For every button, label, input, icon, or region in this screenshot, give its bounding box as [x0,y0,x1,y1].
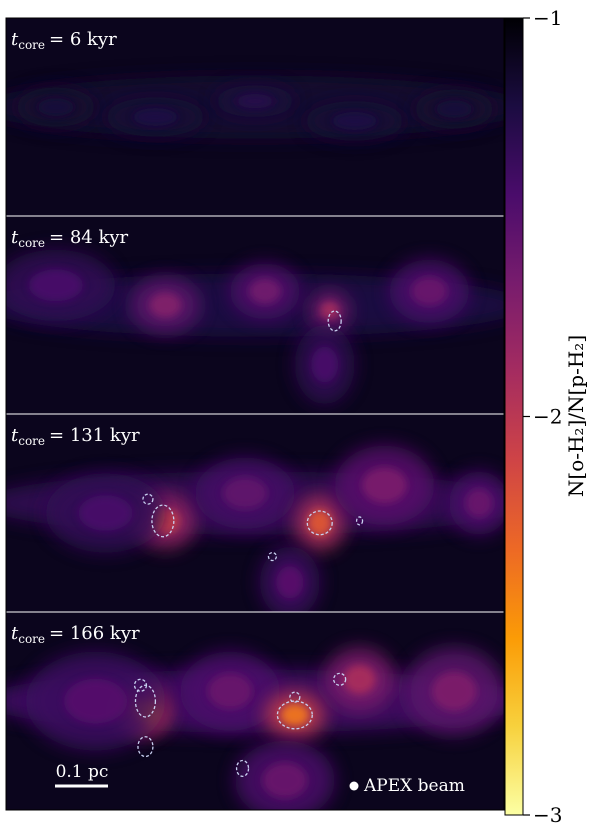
time-symbol: t [11,29,19,50]
emission-core [311,346,339,383]
colorbar-label: N[o-H₂]/N[p-H₂] [564,335,588,497]
emission-core [276,566,304,599]
density-contour [134,684,157,718]
time-subscript: core [18,38,45,52]
emission-core [431,671,477,711]
emission-core [262,762,308,799]
apex-beam-dot [349,781,359,791]
density-contour [142,493,154,505]
panel-time-value: = 84 kyr [49,227,129,248]
panel-time-label: tcore = 6 kyr [11,29,117,52]
colorbar: −1 −2 −3 N[o-H₂]/N[p-H₂] [504,6,588,827]
emission-core [362,467,407,504]
time-subscript: core [18,434,45,448]
emission-core [207,673,253,710]
emission-core [411,276,448,306]
emission-core [78,495,133,531]
panel-time-value: = 166 kyr [49,623,140,644]
emission-core [281,704,309,726]
emission-core [222,477,268,510]
time-symbol: t [11,227,19,248]
emission-core [436,100,473,118]
density-contour [333,672,347,686]
panel-time-label: tcore = 84 kyr [11,227,129,250]
colorbar-tick-label: −1 [533,6,562,30]
colorbar-tick-label: −3 [533,803,562,827]
map-panel: tcore = 6 kyr [5,17,505,217]
colorbar-ticks: −1 −2 −3 [523,6,562,827]
emission-core [308,510,331,536]
panel-time-label: tcore = 131 kyr [11,425,140,448]
time-symbol: t [11,425,19,446]
emission-core [237,94,273,109]
emission-core [465,488,493,518]
time-subscript: core [18,236,45,250]
panel-time-value: = 6 kyr [49,29,117,50]
emission-core [149,292,182,318]
emission-core [249,278,281,304]
panel-time-value: = 131 kyr [49,425,140,446]
density-contour [137,736,154,758]
density-contour [355,516,364,526]
emission-core [332,112,378,130]
apex-beam-label: APEX beam [363,776,465,796]
colorbar-tick-label: −2 [533,405,562,429]
panel-time-label: tcore = 166 kyr [11,623,140,646]
time-symbol: t [11,623,19,644]
annotations: 0.1 pc APEX beam [55,762,465,796]
emission-core [64,678,128,724]
colorbar-gradient [504,17,524,816]
emission-core [320,302,339,320]
density-contour [133,678,148,692]
density-contour [289,691,301,703]
emission-core [343,665,376,694]
emission-core [132,108,178,126]
emission-core [37,98,74,117]
scale-bar-label: 0.1 pc [56,762,109,782]
map-panel: tcore = 84 kyr [5,215,505,415]
emission-core [28,269,83,302]
density-contour [151,504,175,538]
density-contour [306,510,333,536]
density-contour [327,310,342,332]
panels-frame [5,17,505,811]
map-panel: tcore = 131 kyr [5,413,505,613]
time-subscript: core [18,632,45,646]
density-contour [267,551,278,562]
density-contour [235,759,250,777]
density-contour [276,700,313,730]
map-panel: tcore = 166 kyr [5,611,505,811]
